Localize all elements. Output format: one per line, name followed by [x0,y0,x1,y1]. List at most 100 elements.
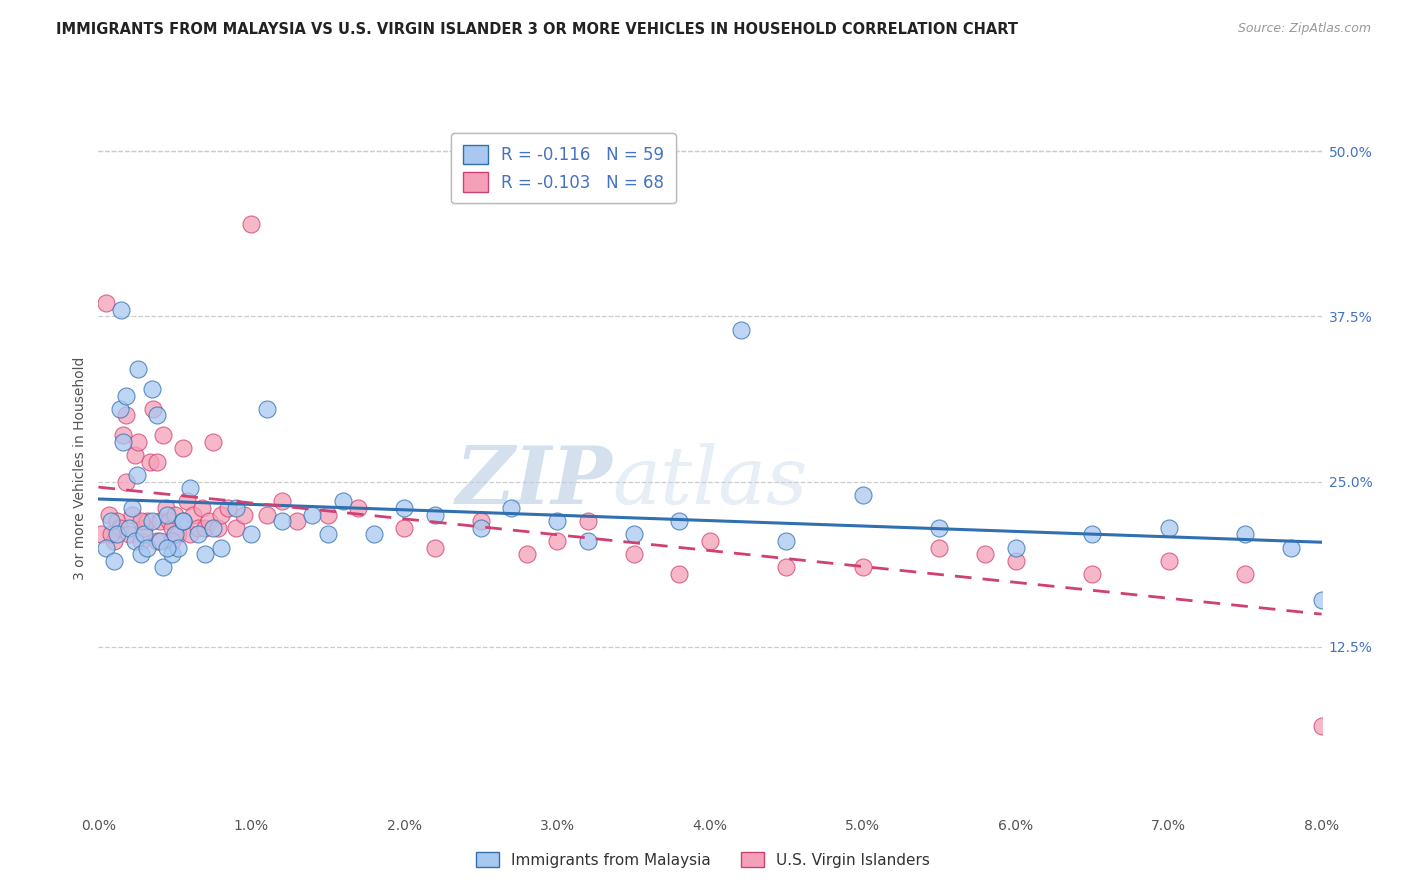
Point [191,500,214,515]
Point [1234,527,1257,541]
Text: ZIP: ZIP [456,443,612,521]
Point [98,508,121,522]
Point [145,455,167,469]
Point [172,514,194,528]
Point [240,527,263,541]
Point [501,500,523,515]
Point [1004,554,1026,568]
Point [94,541,117,555]
Point [160,521,183,535]
Point [103,554,125,568]
Point [928,521,950,535]
Point [1157,554,1180,568]
Point [332,494,354,508]
Point [181,508,204,522]
Point [105,514,128,528]
Point [160,533,183,548]
Point [225,521,247,535]
Point [121,508,143,522]
Point [103,533,125,548]
Point [129,514,152,528]
Point [217,500,239,515]
Point [142,401,165,416]
Point [163,527,186,541]
Text: IMMIGRANTS FROM MALAYSIA VS U.S. VIRGIN ISLANDER 3 OR MORE VEHICLES IN HOUSEHOLD: IMMIGRANTS FROM MALAYSIA VS U.S. VIRGIN … [56,22,1018,37]
Point [423,541,446,555]
Legend: Immigrants from Malaysia, U.S. Virgin Islanders: Immigrants from Malaysia, U.S. Virgin Is… [468,844,938,875]
Point [928,541,950,555]
Point [134,521,156,535]
Point [141,382,163,396]
Point [124,533,146,548]
Point [118,527,141,541]
Point [115,475,138,489]
Point [179,481,201,495]
Point [136,514,159,528]
Point [316,527,339,541]
Point [546,533,568,548]
Point [152,428,174,442]
Point [127,362,149,376]
Point [118,521,141,535]
Point [176,494,198,508]
Point [623,547,645,561]
Point [187,527,209,541]
Point [1081,566,1104,581]
Point [285,514,308,528]
Point [1157,521,1180,535]
Point [129,533,152,548]
Point [347,500,370,515]
Point [363,527,385,541]
Point [1081,527,1104,541]
Point [623,527,645,541]
Point [149,533,172,548]
Point [129,547,152,561]
Point [179,527,201,541]
Point [115,389,138,403]
Point [115,409,138,423]
Point [730,323,752,337]
Point [1234,566,1257,581]
Point [699,533,721,548]
Point [202,521,225,535]
Point [392,500,416,515]
Point [256,401,278,416]
Point [149,514,172,528]
Point [1279,541,1302,555]
Y-axis label: 3 or more Vehicles in Household: 3 or more Vehicles in Household [73,357,87,580]
Point [141,514,163,528]
Point [209,508,232,522]
Point [145,533,167,548]
Point [124,448,146,462]
Point [270,514,294,528]
Point [194,521,217,535]
Point [134,527,156,541]
Point [576,533,599,548]
Point [515,547,537,561]
Point [111,428,134,442]
Point [172,442,194,456]
Point [852,488,875,502]
Point [152,560,174,574]
Point [167,527,190,541]
Point [136,541,159,555]
Point [1310,719,1333,733]
Point [197,514,219,528]
Point [1004,541,1026,555]
Point [775,533,797,548]
Point [100,527,122,541]
Point [100,514,122,528]
Point [576,514,599,528]
Point [163,508,186,522]
Point [470,514,492,528]
Point [157,514,180,528]
Point [194,547,217,561]
Point [155,500,177,515]
Point [546,514,568,528]
Text: Source: ZipAtlas.com: Source: ZipAtlas.com [1237,22,1371,36]
Point [167,541,190,555]
Point [156,508,179,522]
Point [139,455,162,469]
Point [172,514,194,528]
Point [110,302,132,317]
